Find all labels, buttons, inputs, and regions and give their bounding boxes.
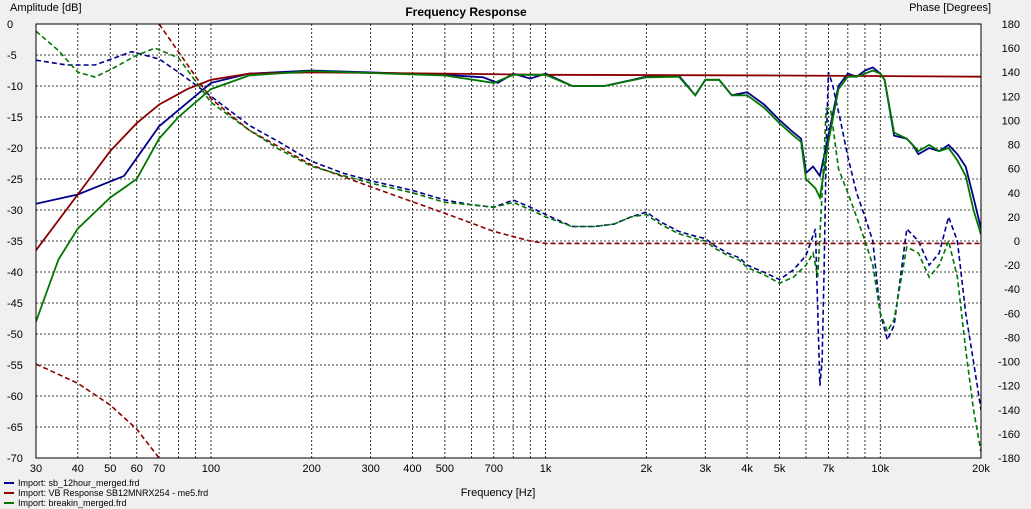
y-right-tick-label: 80 xyxy=(1008,140,1020,152)
y-left-tick-label: -60 xyxy=(7,391,23,403)
x-tick-label: 30 xyxy=(30,463,42,475)
x-tick-label: 40 xyxy=(72,463,84,475)
y-right-axis-label: Phase [Degrees] xyxy=(909,2,991,14)
y-left-tick-label: -55 xyxy=(7,360,23,372)
x-tick-label: 400 xyxy=(403,463,421,475)
y-left-tick-label: -65 xyxy=(7,422,23,434)
x-tick-label: 100 xyxy=(202,463,220,475)
x-tick-label: 700 xyxy=(485,463,503,475)
y-left-tick-label: -10 xyxy=(7,81,23,93)
y-left-tick-label: -30 xyxy=(7,205,23,217)
y-left-tick-label: -5 xyxy=(7,50,17,62)
y-right-tick-label: 140 xyxy=(1002,67,1020,79)
y-left-tick-label: -15 xyxy=(7,112,23,124)
x-tick-label: 20k xyxy=(972,463,990,475)
series-3-magnitude-line xyxy=(36,69,981,322)
x-tick-label: 10k xyxy=(871,463,889,475)
x-tick-label: 1k xyxy=(540,463,552,475)
y-right-tick-label: 120 xyxy=(1002,91,1020,103)
series-1-phase-line xyxy=(36,50,981,410)
y-right-tick-label: -100 xyxy=(998,357,1020,369)
y-left-axis-label: Amplitude [dB] xyxy=(10,2,82,14)
series-2-phase-line xyxy=(158,24,981,245)
x-tick-label: 200 xyxy=(303,463,321,475)
curves xyxy=(36,24,981,458)
x-tick-label: 5k xyxy=(774,463,786,475)
y-right-tick-label: -80 xyxy=(1004,332,1020,344)
legend-entry: Import: sb_12hour_merged.frd xyxy=(18,478,140,488)
plot-frame xyxy=(35,23,982,459)
y-right-tick-label: -40 xyxy=(1004,284,1020,296)
x-tick-label: 60 xyxy=(131,463,143,475)
x-tick-label: 300 xyxy=(361,463,379,475)
series-3-phase-line xyxy=(36,30,981,453)
x-tick-label: 3k xyxy=(699,463,711,475)
y-left-tick-label: -45 xyxy=(7,298,23,310)
y-left-tick-label: 0 xyxy=(7,19,13,31)
y-left-tick-label: -35 xyxy=(7,236,23,248)
y-right-tick-label: 20 xyxy=(1008,212,1020,224)
y-right-tick-label: 60 xyxy=(1008,164,1020,176)
x-tick-label: 4k xyxy=(741,463,753,475)
x-axis-label: Frequency [Hz] xyxy=(461,487,536,499)
y-left-tick-label: -25 xyxy=(7,174,23,186)
y-right-tick-label: -120 xyxy=(998,381,1020,393)
legend-entry: Import: VB Response SB12MNRX254 - me5.fr… xyxy=(18,488,208,498)
legend-entry: Import: breakin_merged.frd xyxy=(18,498,127,508)
y-right-tick-label: -180 xyxy=(998,453,1020,465)
y-left-tick-label: -50 xyxy=(7,329,23,341)
y-right-tick-label: -160 xyxy=(998,429,1020,441)
y-right-tick-label: 40 xyxy=(1008,188,1020,200)
y-left-tick-label: -70 xyxy=(7,453,23,465)
chart-title: Frequency Response xyxy=(405,5,527,19)
x-tick-label: 2k xyxy=(641,463,653,475)
tick-labels: 30 40 50 60 70 100 200 300 400 500 700 1k 2k 3k 4k 5k 7k… xyxy=(7,19,1020,475)
y-right-tick-label: 160 xyxy=(1002,43,1020,55)
y-right-tick-label: -20 xyxy=(1004,260,1020,272)
x-tick-label: 7k xyxy=(823,463,835,475)
y-right-tick-label: -140 xyxy=(998,405,1020,417)
y-left-tick-label: -20 xyxy=(7,143,23,155)
x-tick-label: 70 xyxy=(153,463,165,475)
y-left-tick-label: -40 xyxy=(7,267,23,279)
y-right-tick-label: 0 xyxy=(1014,236,1020,248)
x-tick-label: 50 xyxy=(104,463,116,475)
x-tick-label: 500 xyxy=(436,463,454,475)
y-right-tick-label: -60 xyxy=(1004,308,1020,320)
y-right-tick-label: 180 xyxy=(1002,19,1020,31)
y-right-tick-label: 100 xyxy=(1002,115,1020,127)
curve-group xyxy=(36,24,981,458)
